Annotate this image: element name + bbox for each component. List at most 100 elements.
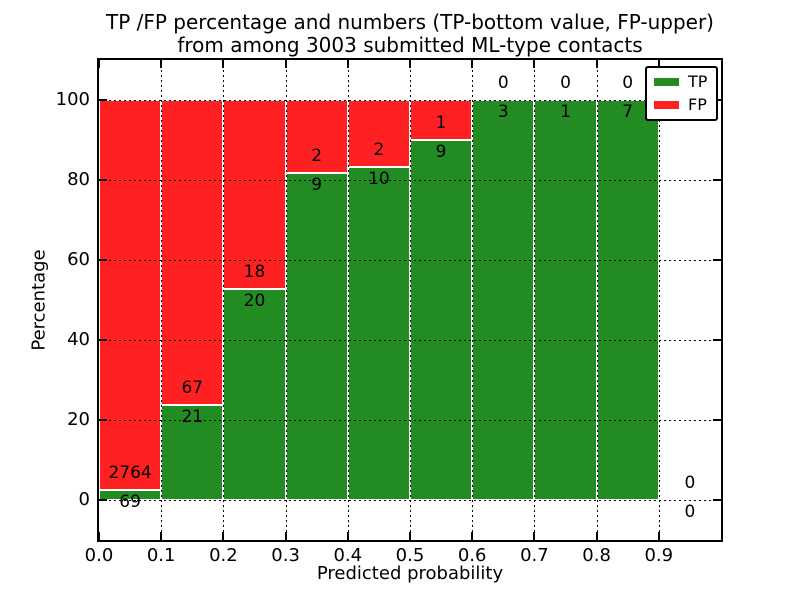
tick-mark	[160, 532, 163, 540]
legend-entry-fp: FP	[654, 97, 707, 113]
bar-tp-count-label: 3	[497, 102, 509, 122]
tick-mark	[160, 60, 163, 68]
x-tick-label: 0.3	[271, 545, 300, 566]
tick-mark	[99, 339, 107, 341]
bar-tp-count-label: 9	[311, 174, 323, 195]
tick-mark	[99, 419, 107, 421]
gridline-x	[472, 60, 474, 540]
gridline-x	[161, 60, 163, 540]
bar-tp-count-label: 20	[243, 291, 266, 312]
bar-tp-segment	[596, 100, 659, 500]
tick-mark	[713, 259, 721, 261]
x-tick-label: 0.9	[644, 545, 674, 566]
tick-mark	[99, 259, 107, 261]
x-tick-label: 0.8	[582, 545, 611, 566]
bar-tp-segment	[472, 100, 535, 500]
y-tick-label: 100	[55, 89, 90, 110]
bar-fp-count-label: 18	[243, 262, 266, 283]
bar-tp-segment	[99, 490, 162, 500]
bar-fp-segment	[223, 100, 286, 290]
tick-mark	[99, 179, 107, 181]
tick-mark	[409, 60, 411, 68]
bar-tp-count-label: 69	[119, 492, 141, 513]
gridline-x	[534, 60, 536, 540]
bar-fp-segment	[99, 100, 162, 491]
y-tick-label: 40	[67, 329, 90, 350]
tick-mark	[533, 60, 536, 68]
bar-fp-count-label: 0	[560, 73, 571, 93]
tick-mark	[346, 532, 349, 540]
bar-tp-count-label: 7	[622, 102, 634, 122]
bar-tp-segment	[285, 172, 348, 500]
tick-mark	[98, 60, 100, 68]
legend-entry-tp: TP	[654, 74, 707, 90]
bar-fp-count-label: 2	[311, 145, 323, 166]
chart-title: TP /FP percentage and numbers (TP-bottom…	[106, 11, 714, 57]
tick-mark	[713, 339, 721, 341]
tick-mark	[595, 532, 598, 540]
y-tick-label: 20	[67, 409, 90, 430]
x-tick-label: 0.1	[146, 545, 176, 566]
legend: TP FP	[645, 66, 719, 121]
fp-color-swatch	[654, 101, 679, 109]
legend-label-tp: TP	[688, 72, 708, 91]
bar-fp-segment	[161, 100, 224, 405]
x-tick-label: 0.4	[333, 545, 363, 566]
tick-mark	[284, 532, 287, 540]
chart-title-line2: from among 3003 submitted ML-type contac…	[177, 33, 643, 57]
gridline-x	[347, 60, 349, 540]
y-tick-label: 60	[67, 249, 90, 270]
bar-tp-count-label: 0	[684, 502, 696, 522]
tick-mark	[713, 419, 721, 421]
tick-mark	[284, 60, 287, 68]
tick-mark	[346, 60, 349, 68]
gridline-x	[410, 60, 411, 540]
y-tick-label: 80	[67, 169, 90, 190]
bar-fp-count-label: 2	[373, 139, 385, 160]
tick-mark	[222, 60, 225, 68]
legend-label-fp: FP	[688, 95, 707, 114]
gridline-x	[285, 60, 287, 540]
tick-mark	[471, 532, 474, 540]
bar-fp-count-label: 1	[435, 113, 447, 133]
x-tick-label: 0.6	[457, 545, 487, 566]
gridline-x	[658, 60, 660, 540]
bar-tp-count-label: 1	[560, 102, 571, 122]
x-axis-label: Predicted probability	[316, 563, 504, 584]
gridline-x	[223, 60, 225, 540]
x-tick-label: 0.2	[209, 545, 238, 566]
bar-fp-count-label: 0	[684, 473, 696, 493]
bar-fp-count-label: 0	[622, 73, 634, 93]
x-tick-label: 0.0	[84, 545, 114, 566]
y-tick-label: 0	[78, 489, 90, 510]
tick-mark	[595, 60, 598, 68]
plot-area: 2764 69 67 21 18 20 2 9 2 10 1 9 0 3 0 1 0 7 0 0	[97, 58, 723, 542]
bar-tp-segment	[534, 100, 597, 500]
gridline-x	[596, 60, 598, 540]
tick-mark	[657, 60, 660, 68]
tick-mark	[99, 99, 107, 101]
tick-mark	[409, 532, 411, 540]
tp-color-swatch	[654, 78, 679, 86]
bar-fp-count-label: 67	[181, 377, 204, 398]
bar-tp-segment	[410, 140, 473, 500]
tick-mark	[657, 532, 660, 540]
bar-tp-count-label: 21	[181, 406, 204, 427]
chart-title-line1: TP /FP percentage and numbers (TP-bottom…	[106, 10, 714, 34]
x-tick-label: 0.5	[395, 545, 425, 566]
bar-fp-count-label: 0	[497, 73, 509, 93]
tick-mark	[471, 60, 474, 68]
tick-mark	[713, 499, 721, 501]
bar-tp-segment	[347, 166, 410, 500]
tick-mark	[99, 499, 107, 501]
tick-mark	[713, 179, 721, 181]
bar-fp-segment	[410, 100, 473, 140]
x-tick-label: 0.7	[520, 545, 549, 566]
tick-mark	[98, 532, 100, 540]
tick-mark	[222, 532, 225, 540]
tick-mark	[533, 532, 536, 540]
bar-tp-count-label: 10	[368, 168, 390, 189]
bar-tp-segment	[223, 289, 286, 500]
bar-tp-count-label: 9	[435, 142, 447, 162]
